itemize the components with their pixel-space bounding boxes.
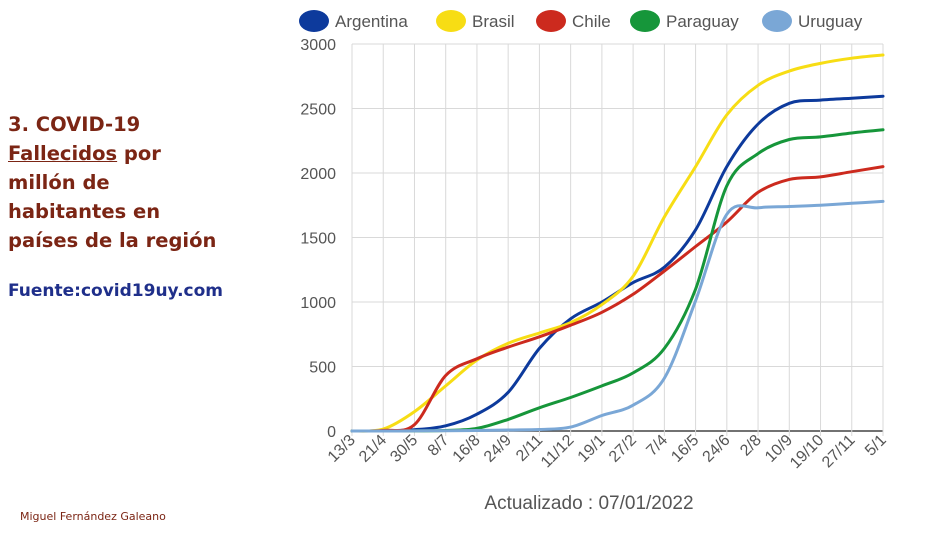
x-tick-label: 19/10 xyxy=(787,432,827,472)
y-axis-ticks: 0 500 1000 1500 2000 2500 3000 xyxy=(300,37,336,441)
x-tick-label: 7/4 xyxy=(643,432,671,460)
x-tick-label: 30/5 xyxy=(387,432,421,466)
title-line-4: habitantes en xyxy=(8,200,161,223)
x-tick-label: 19/1 xyxy=(575,432,609,466)
x-tick-label: 16/5 xyxy=(668,432,702,466)
legend-swatch-argentina xyxy=(299,10,329,32)
x-tick-label: 2/8 xyxy=(737,432,765,460)
series-line-uruguay xyxy=(350,199,885,433)
series-line-paraguay xyxy=(350,128,885,433)
x-tick-label: 24/9 xyxy=(481,432,515,466)
legend-swatch-chile xyxy=(536,10,566,32)
x-tick-label: 8/7 xyxy=(425,432,453,460)
x-tick-label: 27/11 xyxy=(819,432,859,472)
legend-swatch-uruguay xyxy=(762,10,792,32)
x-tick-label: 27/2 xyxy=(606,432,640,466)
title-underlined-word: Fallecidos xyxy=(8,142,118,165)
title-line-2-rest: por xyxy=(117,142,161,165)
series-line-brasil xyxy=(350,53,885,433)
legend-label-chile: Chile xyxy=(572,12,611,31)
slide-title: 3. COVID-19 Fallecidos por millón de hab… xyxy=(8,110,258,255)
y-tick-label: 2000 xyxy=(300,166,336,183)
title-line-5: países de la región xyxy=(8,229,217,252)
x-tick-label: 21/4 xyxy=(356,432,390,466)
chart-legend: Argentina Brasil Chile Paraguay Uruguay xyxy=(299,10,863,32)
y-tick-label: 1500 xyxy=(300,231,336,248)
chart-grid xyxy=(351,43,884,436)
series-line-chile xyxy=(350,165,885,433)
x-tick-label: 16/8 xyxy=(450,432,484,466)
title-line-1: 3. COVID-19 xyxy=(8,113,141,136)
x-tick-label: 11/12 xyxy=(538,432,578,472)
x-axis-ticks: 13/321/430/5 8/716/824/92/1111/1219/127/2… xyxy=(325,432,890,472)
source-text: Fuente:covid19uy.com xyxy=(8,281,223,301)
legend-swatch-paraguay xyxy=(630,10,660,32)
x-tick-label: 24/6 xyxy=(700,432,734,466)
author-credit: Miguel Fernández Galeano xyxy=(20,510,166,523)
y-tick-label: 0 xyxy=(327,424,336,441)
y-tick-label: 2500 xyxy=(300,102,336,119)
x-tick-label: 5/1 xyxy=(862,432,890,460)
title-line-3: millón de xyxy=(8,171,110,194)
title-line-2: Fallecidos por xyxy=(8,139,258,168)
y-tick-label: 1000 xyxy=(300,295,336,312)
legend-label-brasil: Brasil xyxy=(472,12,515,31)
legend-label-uruguay: Uruguay xyxy=(798,12,863,31)
chart-lines xyxy=(350,53,885,433)
legend-label-paraguay: Paraguay xyxy=(666,12,739,31)
x-axis-label: Actualizado : 07/01/2022 xyxy=(484,493,693,514)
y-tick-label: 500 xyxy=(309,360,336,377)
y-tick-label: 3000 xyxy=(300,37,336,54)
legend-swatch-brasil xyxy=(436,10,466,32)
legend-label-argentina: Argentina xyxy=(335,12,408,31)
